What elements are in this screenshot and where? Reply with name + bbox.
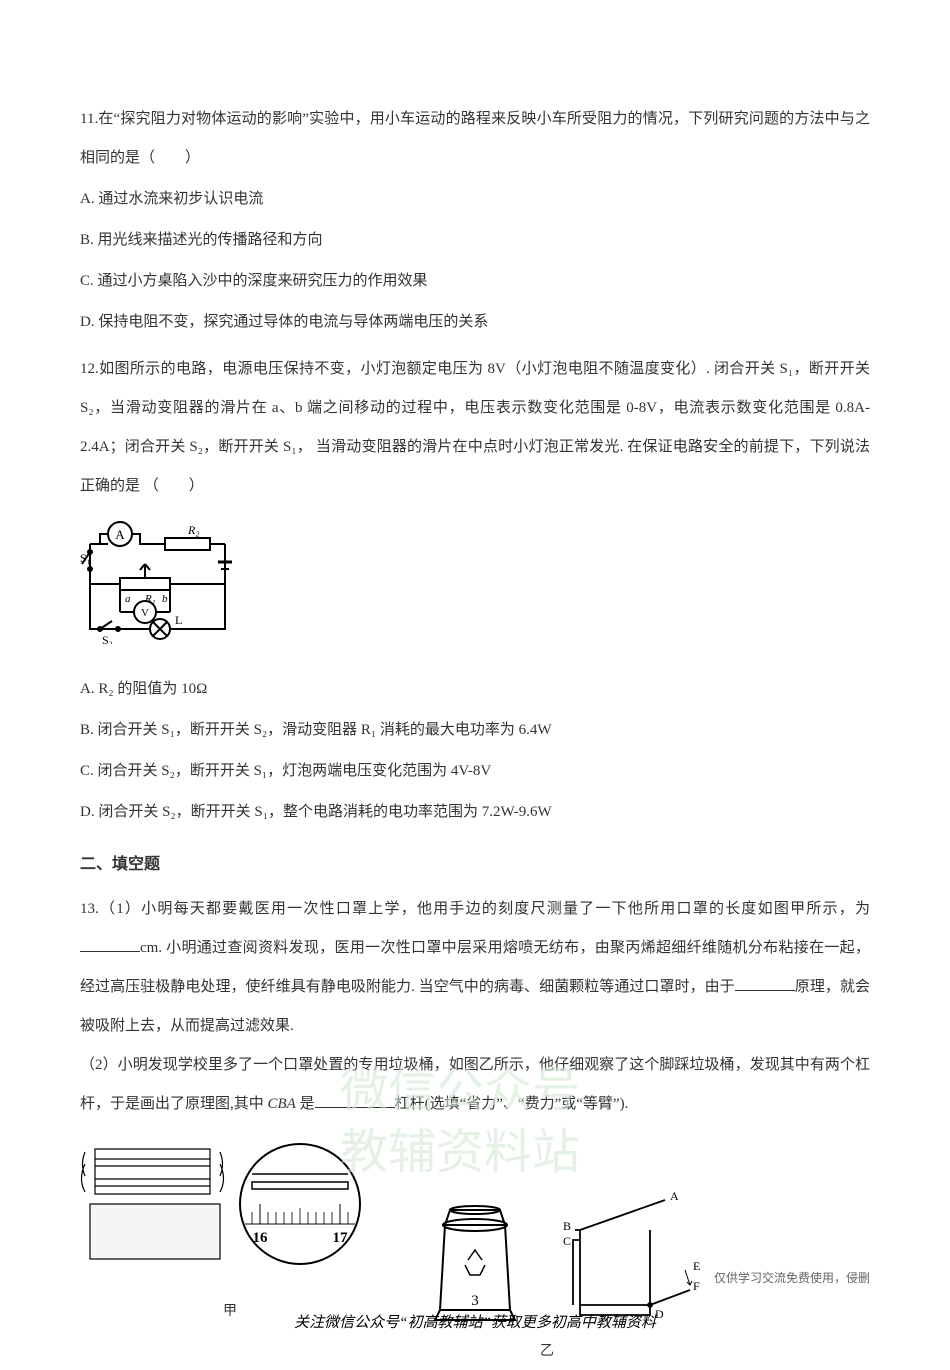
svg-text:A: A (115, 527, 125, 542)
svg-text:R₂: R₂ (187, 523, 200, 537)
q13-p1a: 13.（1）小明每天都要戴医用一次性口罩上学，他用手边的刻度尺测量了一下他所用口… (80, 901, 870, 917)
blank-length (80, 937, 140, 952)
svg-text:b: b (162, 593, 168, 605)
q12-opt-c: C. 闭合开关 S₂，断开开关 S₁，灯泡两端电压变化范围为 4V-8V (80, 752, 870, 791)
q12-opt-d: D. 闭合开关 S₂，断开开关 S₁，整个电路消耗的电功率范围为 7.2W-9.… (80, 793, 870, 832)
q11-opt-a: A. 通过水流来初步认识电流 (80, 180, 870, 219)
footer-text: 关注微信公众号“初高教辅站”获取更多初高中教辅资料 (294, 1311, 656, 1332)
q12-opt-a: A. R₂ 的阻值为 10Ω (80, 670, 870, 709)
section2-title: 二、填空题 (80, 844, 870, 886)
q13-p2: （2）小明发现学校里多了一个口罩处置的专用垃圾桶，如图乙所示，他仔细观察了这个脚… (80, 1046, 870, 1124)
page-content: 11.在“探究阻力对物体运动的影响”实验中，用小车运动的路程来反映小车所受阻力的… (80, 100, 870, 1370)
q11-stem: 11.在“探究阻力对物体运动的影响”实验中，用小车运动的路程来反映小车所受阻力的… (80, 100, 870, 178)
page-number: 3 (471, 1293, 479, 1310)
figure-yi: A B C D E F (420, 1190, 705, 1330)
footer-note: 仅供学习交流免费使用，侵删 (714, 1269, 870, 1286)
q11-opt-d: D. 保持电阻不变，探究通过导体的电流与导体两端电压的关系 (80, 303, 870, 342)
cba-label: CBA (268, 1096, 296, 1112)
circuit-diagram: A R₂ S₁ a R₁ b (80, 514, 235, 644)
svg-text:A: A (670, 1190, 679, 1203)
lever-diagram: A B C D E F (555, 1190, 705, 1330)
q12-opt-b: B. 闭合开关 S₁，断开开关 S₂，滑动变阻器 R₁ 消耗的最大电功率为 6.… (80, 711, 870, 750)
blank-principle (735, 976, 795, 991)
svg-text:E: E (693, 1259, 700, 1273)
svg-text:C: C (563, 1234, 571, 1248)
blank-lever (315, 1093, 395, 1108)
q13-p2c: 杠杆(选填“省力”、“费力”或“等臂”). (395, 1096, 629, 1112)
svg-text:V: V (141, 607, 149, 619)
svg-text:S₂: S₂ (102, 633, 113, 644)
svg-text:B: B (563, 1219, 571, 1233)
svg-text:F: F (693, 1279, 700, 1293)
figure-jia: 16 17 甲 (80, 1134, 380, 1330)
q11-opt-b: B. 用光线来描述光的传播路径和方向 (80, 221, 870, 260)
svg-text:L: L (175, 613, 182, 627)
q12-stem: 12.如图所示的电路，电源电压保持不变，小灯泡额定电压为 8V（小灯泡电阻不随温… (80, 350, 870, 506)
svg-text:S₁: S₁ (80, 551, 91, 565)
q11-opt-c: C. 通过小方桌陷入沙中的深度来研究压力的作用效果 (80, 262, 870, 301)
q13-p2b: 是 (296, 1096, 315, 1112)
q13-p1: 13.（1）小明每天都要戴医用一次性口罩上学，他用手边的刻度尺测量了一下他所用口… (80, 890, 870, 1046)
ruler-17: 17 (333, 1230, 349, 1246)
label-yi: 乙 (540, 1334, 554, 1370)
svg-text:D: D (655, 1307, 664, 1321)
svg-text:a: a (125, 593, 131, 605)
ruler-16: 16 (253, 1230, 269, 1246)
